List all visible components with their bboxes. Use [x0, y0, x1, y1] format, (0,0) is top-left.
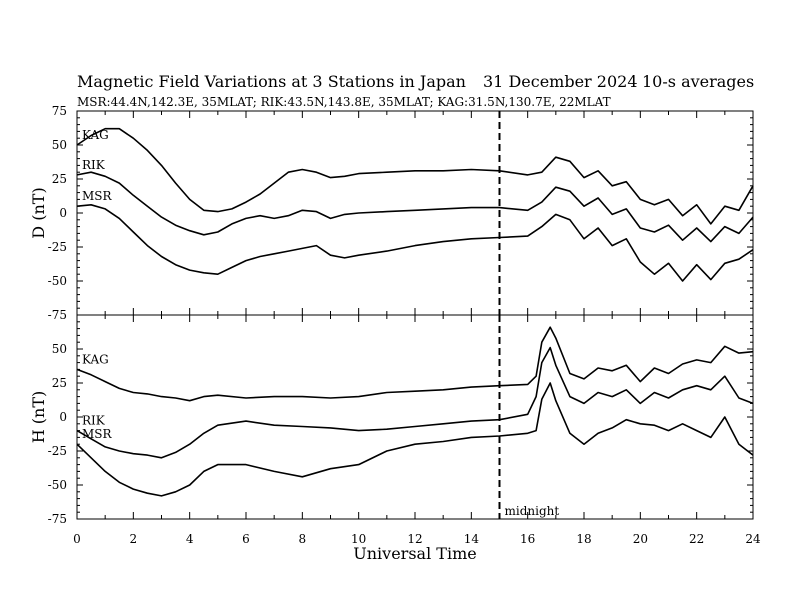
x-axis-label: Universal Time: [353, 544, 476, 563]
y-tick-label: 0: [59, 206, 67, 220]
y-tick-label: 75: [52, 104, 67, 118]
x-tick-label: 16: [520, 532, 535, 546]
chart-averaging: 10-s averages: [642, 72, 754, 91]
y-tick-label: -50: [48, 478, 67, 492]
plot-frame: [76, 314, 754, 520]
x-tick-label: 2: [130, 532, 138, 546]
y-tick-label: 0: [59, 410, 67, 424]
plot-frame: [76, 110, 754, 316]
series-label-kag: KAG: [82, 352, 109, 366]
panel-D: 75 50 25 0 -25 -50 -75 D (nT) KAG RIK MSR: [29, 104, 754, 322]
midnight-label: midnight: [505, 504, 560, 518]
chart-title: Magnetic Field Variations at 3 Stations …: [77, 72, 466, 91]
chart-date: 31 December 2024: [483, 72, 638, 91]
series-label-msr: MSR: [82, 189, 113, 203]
series-label-rik: RIK: [82, 414, 106, 428]
series-label-rik: RIK: [82, 158, 106, 172]
x-tick-label: 22: [689, 532, 704, 546]
x-tick-label: 18: [576, 532, 591, 546]
x-tick-label: 4: [186, 532, 194, 546]
y-tick-label: 50: [52, 342, 67, 356]
y-axis-label: H (nT): [29, 391, 48, 444]
series-label-kag: KAG: [82, 128, 109, 142]
x-tick-label: 20: [633, 532, 648, 546]
x-tick-label: 24: [745, 532, 761, 546]
x-tick-label: 6: [242, 532, 250, 546]
series-line-msr: [76, 382, 754, 497]
y-tick-label: -75: [48, 308, 67, 322]
y-axis-label: D (nT): [29, 187, 48, 238]
series-label-msr: MSR: [82, 427, 113, 441]
y-tick-label: 50: [52, 138, 67, 152]
x-tick-label: 14: [464, 532, 480, 546]
series-line-kag: [76, 326, 754, 402]
y-tick-label: -25: [48, 240, 67, 254]
y-tick-label: 25: [52, 376, 67, 390]
y-tick-label: -25: [48, 444, 67, 458]
series-line-rik: [76, 346, 754, 459]
x-tick-label: 12: [407, 532, 422, 546]
series-line-kag: [76, 127, 754, 225]
x-tick-label: 0: [73, 532, 81, 546]
x-tick-label: 10: [351, 532, 366, 546]
station-info: MSR:44.4N,142.3E, 35MLAT; RIK:43.5N,143.…: [77, 95, 611, 109]
series-line-rik: [76, 171, 754, 243]
y-tick-label: 25: [52, 172, 67, 186]
y-tick-label: -75: [48, 512, 67, 526]
x-tick-label: 8: [299, 532, 307, 546]
series-line-msr: [76, 204, 754, 282]
y-tick-label: -50: [48, 274, 67, 288]
